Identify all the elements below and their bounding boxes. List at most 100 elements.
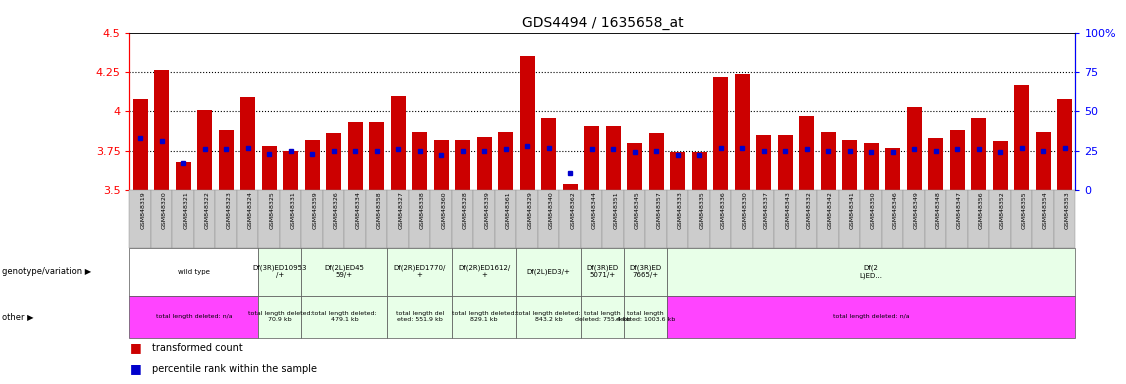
Bar — [864, 143, 878, 190]
Text: GSM848320: GSM848320 — [162, 192, 167, 229]
Bar — [369, 122, 384, 190]
Text: total length deleted:
843.2 kb: total length deleted: 843.2 kb — [517, 311, 581, 322]
Text: transformed count: transformed count — [152, 343, 243, 353]
Bar — [176, 162, 190, 190]
Bar — [240, 97, 256, 190]
Bar — [821, 132, 835, 190]
Text: GSM848353: GSM848353 — [1064, 192, 1070, 229]
Text: GSM848327: GSM848327 — [399, 192, 403, 230]
Text: GSM848343: GSM848343 — [785, 192, 790, 230]
Text: percentile rank within the sample: percentile rank within the sample — [152, 364, 318, 374]
Text: GSM848352: GSM848352 — [1000, 192, 1006, 229]
Text: total length deleted: n/a: total length deleted: n/a — [155, 314, 232, 319]
Text: GSM848333: GSM848333 — [678, 192, 682, 230]
Text: Df(2L)ED3/+: Df(2L)ED3/+ — [527, 268, 571, 275]
Text: GSM848338: GSM848338 — [420, 192, 425, 229]
Text: GSM848356: GSM848356 — [978, 192, 984, 229]
Text: GSM848347: GSM848347 — [957, 192, 962, 230]
Bar — [670, 152, 685, 190]
Text: Df(2R)ED1770/
+: Df(2R)ED1770/ + — [393, 265, 446, 278]
Bar — [584, 126, 599, 190]
Text: GSM848335: GSM848335 — [699, 192, 704, 229]
Text: GSM848355: GSM848355 — [1021, 192, 1027, 229]
Text: GSM848362: GSM848362 — [570, 192, 575, 229]
Text: total length deleted: n/a: total length deleted: n/a — [833, 314, 910, 319]
Text: GSM848340: GSM848340 — [548, 192, 554, 229]
Text: GSM848337: GSM848337 — [763, 192, 769, 230]
Text: GSM848328: GSM848328 — [463, 192, 467, 229]
Text: GSM848358: GSM848358 — [377, 192, 382, 229]
Bar — [476, 137, 492, 190]
Text: GSM848349: GSM848349 — [914, 192, 919, 230]
Text: total length
deleted: 1003.6 kb: total length deleted: 1003.6 kb — [616, 311, 674, 322]
Text: GSM848357: GSM848357 — [656, 192, 661, 229]
Text: genotype/variation ▶: genotype/variation ▶ — [2, 267, 91, 276]
Bar — [542, 118, 556, 190]
Bar — [455, 140, 471, 190]
Bar — [434, 140, 448, 190]
Text: total length deleted:
70.9 kb: total length deleted: 70.9 kb — [248, 311, 312, 322]
Text: GSM848354: GSM848354 — [1043, 192, 1048, 229]
Bar — [906, 107, 921, 190]
Text: GSM848332: GSM848332 — [806, 192, 812, 230]
Bar — [928, 138, 944, 190]
Bar — [498, 132, 513, 190]
Text: GSM848359: GSM848359 — [312, 192, 318, 229]
Text: GSM848360: GSM848360 — [441, 192, 446, 229]
Bar — [1015, 84, 1029, 190]
Text: GSM848345: GSM848345 — [635, 192, 640, 229]
Bar — [563, 184, 578, 190]
Text: GSM848321: GSM848321 — [184, 192, 188, 229]
Bar — [949, 130, 965, 190]
Bar — [218, 130, 234, 190]
Text: GSM848344: GSM848344 — [591, 192, 597, 230]
Bar — [261, 146, 277, 190]
Text: Df(2
L)ED...: Df(2 L)ED... — [859, 265, 883, 279]
Bar — [627, 143, 642, 190]
Text: ■: ■ — [129, 341, 141, 354]
Bar — [284, 151, 298, 190]
Bar — [412, 132, 427, 190]
Bar — [154, 70, 169, 190]
Text: GSM848323: GSM848323 — [226, 192, 231, 230]
Bar — [133, 99, 148, 190]
Text: total length
deleted: 755.4 kb: total length deleted: 755.4 kb — [574, 311, 631, 322]
Bar — [842, 140, 857, 190]
Text: Df(3R)ED
7665/+: Df(3R)ED 7665/+ — [629, 265, 661, 278]
Text: Df(2R)ED1612/
+: Df(2R)ED1612/ + — [458, 265, 510, 278]
Bar — [327, 133, 341, 190]
Text: other ▶: other ▶ — [2, 312, 34, 321]
Bar — [734, 74, 750, 190]
Text: GSM848348: GSM848348 — [936, 192, 940, 229]
Bar — [691, 152, 707, 190]
Bar — [348, 122, 363, 190]
Bar — [520, 56, 535, 190]
Bar — [757, 135, 771, 190]
Text: GSM848346: GSM848346 — [893, 192, 897, 229]
Bar — [197, 110, 212, 190]
Text: Df(3R)ED10953
/+: Df(3R)ED10953 /+ — [252, 265, 307, 278]
Bar — [799, 116, 814, 190]
Bar — [305, 140, 320, 190]
Bar — [778, 135, 793, 190]
Bar — [606, 126, 620, 190]
Text: GSM848350: GSM848350 — [872, 192, 876, 229]
Text: GSM848322: GSM848322 — [205, 192, 209, 230]
Text: Df(3R)ED
5071/+: Df(3R)ED 5071/+ — [587, 265, 618, 278]
Text: GSM848339: GSM848339 — [484, 192, 489, 230]
Bar — [391, 96, 405, 190]
Title: GDS4494 / 1635658_at: GDS4494 / 1635658_at — [521, 16, 683, 30]
Text: GSM848334: GSM848334 — [355, 192, 360, 230]
Text: total length deleted:
829.1 kb: total length deleted: 829.1 kb — [452, 311, 517, 322]
Bar — [993, 141, 1008, 190]
Bar — [649, 133, 663, 190]
Text: ■: ■ — [129, 362, 141, 375]
Text: GSM848325: GSM848325 — [269, 192, 275, 229]
Text: wild type: wild type — [178, 269, 209, 275]
Text: total length deleted:
479.1 kb: total length deleted: 479.1 kb — [312, 311, 377, 322]
Bar — [885, 147, 900, 190]
Text: GSM848341: GSM848341 — [850, 192, 855, 229]
Bar — [713, 77, 729, 190]
Text: GSM848336: GSM848336 — [721, 192, 725, 229]
Text: GSM848331: GSM848331 — [291, 192, 296, 229]
